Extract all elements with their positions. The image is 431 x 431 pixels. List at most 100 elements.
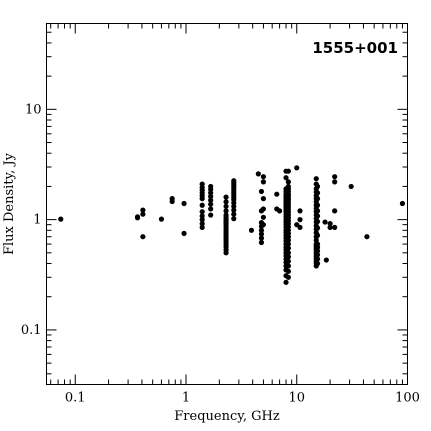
data-point — [199, 213, 205, 219]
data-point — [258, 235, 265, 241]
data-point — [314, 232, 321, 238]
data-point — [285, 274, 291, 280]
data-point — [199, 217, 205, 223]
x-tick-label: 0.1 — [65, 391, 86, 406]
y-axis-label: Flux Density, Jy — [2, 152, 17, 255]
x-tick-label: 1 — [182, 391, 190, 406]
data-point — [260, 214, 267, 220]
data-point — [223, 203, 229, 209]
data-point — [285, 245, 291, 251]
data-points — [58, 165, 406, 285]
data-point — [199, 209, 205, 215]
data-point — [314, 218, 321, 225]
data-point — [297, 217, 303, 223]
data-point — [332, 208, 338, 214]
x-tick-label: 100 — [395, 391, 420, 406]
data-point — [199, 221, 205, 227]
data-point — [285, 258, 291, 264]
data-point — [208, 183, 214, 190]
data-point — [285, 263, 291, 269]
data-point — [223, 212, 229, 218]
data-point — [285, 179, 291, 185]
y-tick-label: 1 — [33, 213, 41, 228]
data-point — [248, 227, 255, 233]
data-point — [140, 234, 146, 240]
data-point — [169, 196, 175, 202]
y-tick-label: 10 — [25, 102, 42, 117]
data-point — [285, 183, 291, 190]
data-point — [258, 231, 265, 237]
data-point — [314, 208, 321, 214]
data-point — [313, 176, 319, 182]
data-point — [223, 208, 229, 214]
data-point — [258, 188, 265, 195]
data-point — [208, 201, 214, 207]
data-point — [260, 174, 267, 180]
data-point — [181, 230, 187, 236]
data-point — [223, 199, 229, 205]
data-point — [314, 202, 321, 208]
x-tick-label: 10 — [288, 391, 305, 406]
data-point — [327, 221, 333, 227]
data-point — [314, 256, 321, 262]
data-point — [332, 179, 338, 185]
data-point — [140, 211, 146, 217]
data-point — [255, 171, 261, 177]
axis-tick-labels: 0.1 1 10 100 0.1 1 10 — [21, 102, 420, 405]
data-point — [283, 279, 289, 285]
data-point — [260, 196, 267, 202]
data-point — [332, 224, 338, 231]
data-point — [314, 225, 321, 231]
data-point — [285, 268, 291, 274]
data-point — [314, 183, 321, 190]
data-point — [231, 207, 237, 213]
data-point — [208, 206, 214, 212]
data-point — [314, 196, 321, 202]
data-point — [223, 194, 229, 200]
data-point — [58, 216, 64, 222]
data-point — [274, 191, 280, 197]
data-point — [181, 200, 187, 207]
data-point — [297, 224, 303, 231]
data-point — [231, 211, 237, 217]
data-point — [294, 165, 300, 171]
data-point — [283, 175, 289, 181]
data-point — [199, 224, 205, 231]
data-point — [260, 206, 267, 212]
data-point — [314, 213, 321, 219]
data-point — [231, 178, 237, 184]
data-point — [285, 254, 291, 260]
chart-title: 1555+001 — [312, 39, 398, 57]
data-point — [323, 257, 329, 263]
data-point — [332, 174, 338, 180]
data-point — [314, 241, 321, 247]
data-point — [285, 250, 291, 256]
data-point — [258, 227, 265, 233]
data-point — [260, 179, 267, 185]
data-point — [314, 252, 321, 258]
data-point — [297, 208, 303, 214]
data-point — [399, 200, 406, 207]
data-point — [285, 241, 291, 247]
data-point — [208, 193, 214, 200]
data-point — [134, 214, 141, 220]
data-point — [348, 183, 354, 190]
data-point — [208, 197, 214, 203]
data-point — [140, 207, 146, 213]
plot-frame — [46, 23, 408, 385]
data-point — [158, 216, 165, 222]
data-point — [199, 202, 205, 208]
data-point — [314, 190, 321, 196]
data-point — [199, 181, 205, 187]
data-point — [277, 208, 283, 214]
data-point — [322, 219, 328, 225]
data-point — [364, 234, 370, 240]
x-axis-label: Frequency, GHz — [174, 409, 280, 424]
y-tick-label: 0.1 — [21, 323, 42, 338]
data-point — [260, 222, 267, 228]
data-point — [285, 168, 291, 174]
data-point — [314, 260, 321, 267]
axis-ticks — [46, 23, 408, 385]
data-point — [231, 216, 237, 222]
